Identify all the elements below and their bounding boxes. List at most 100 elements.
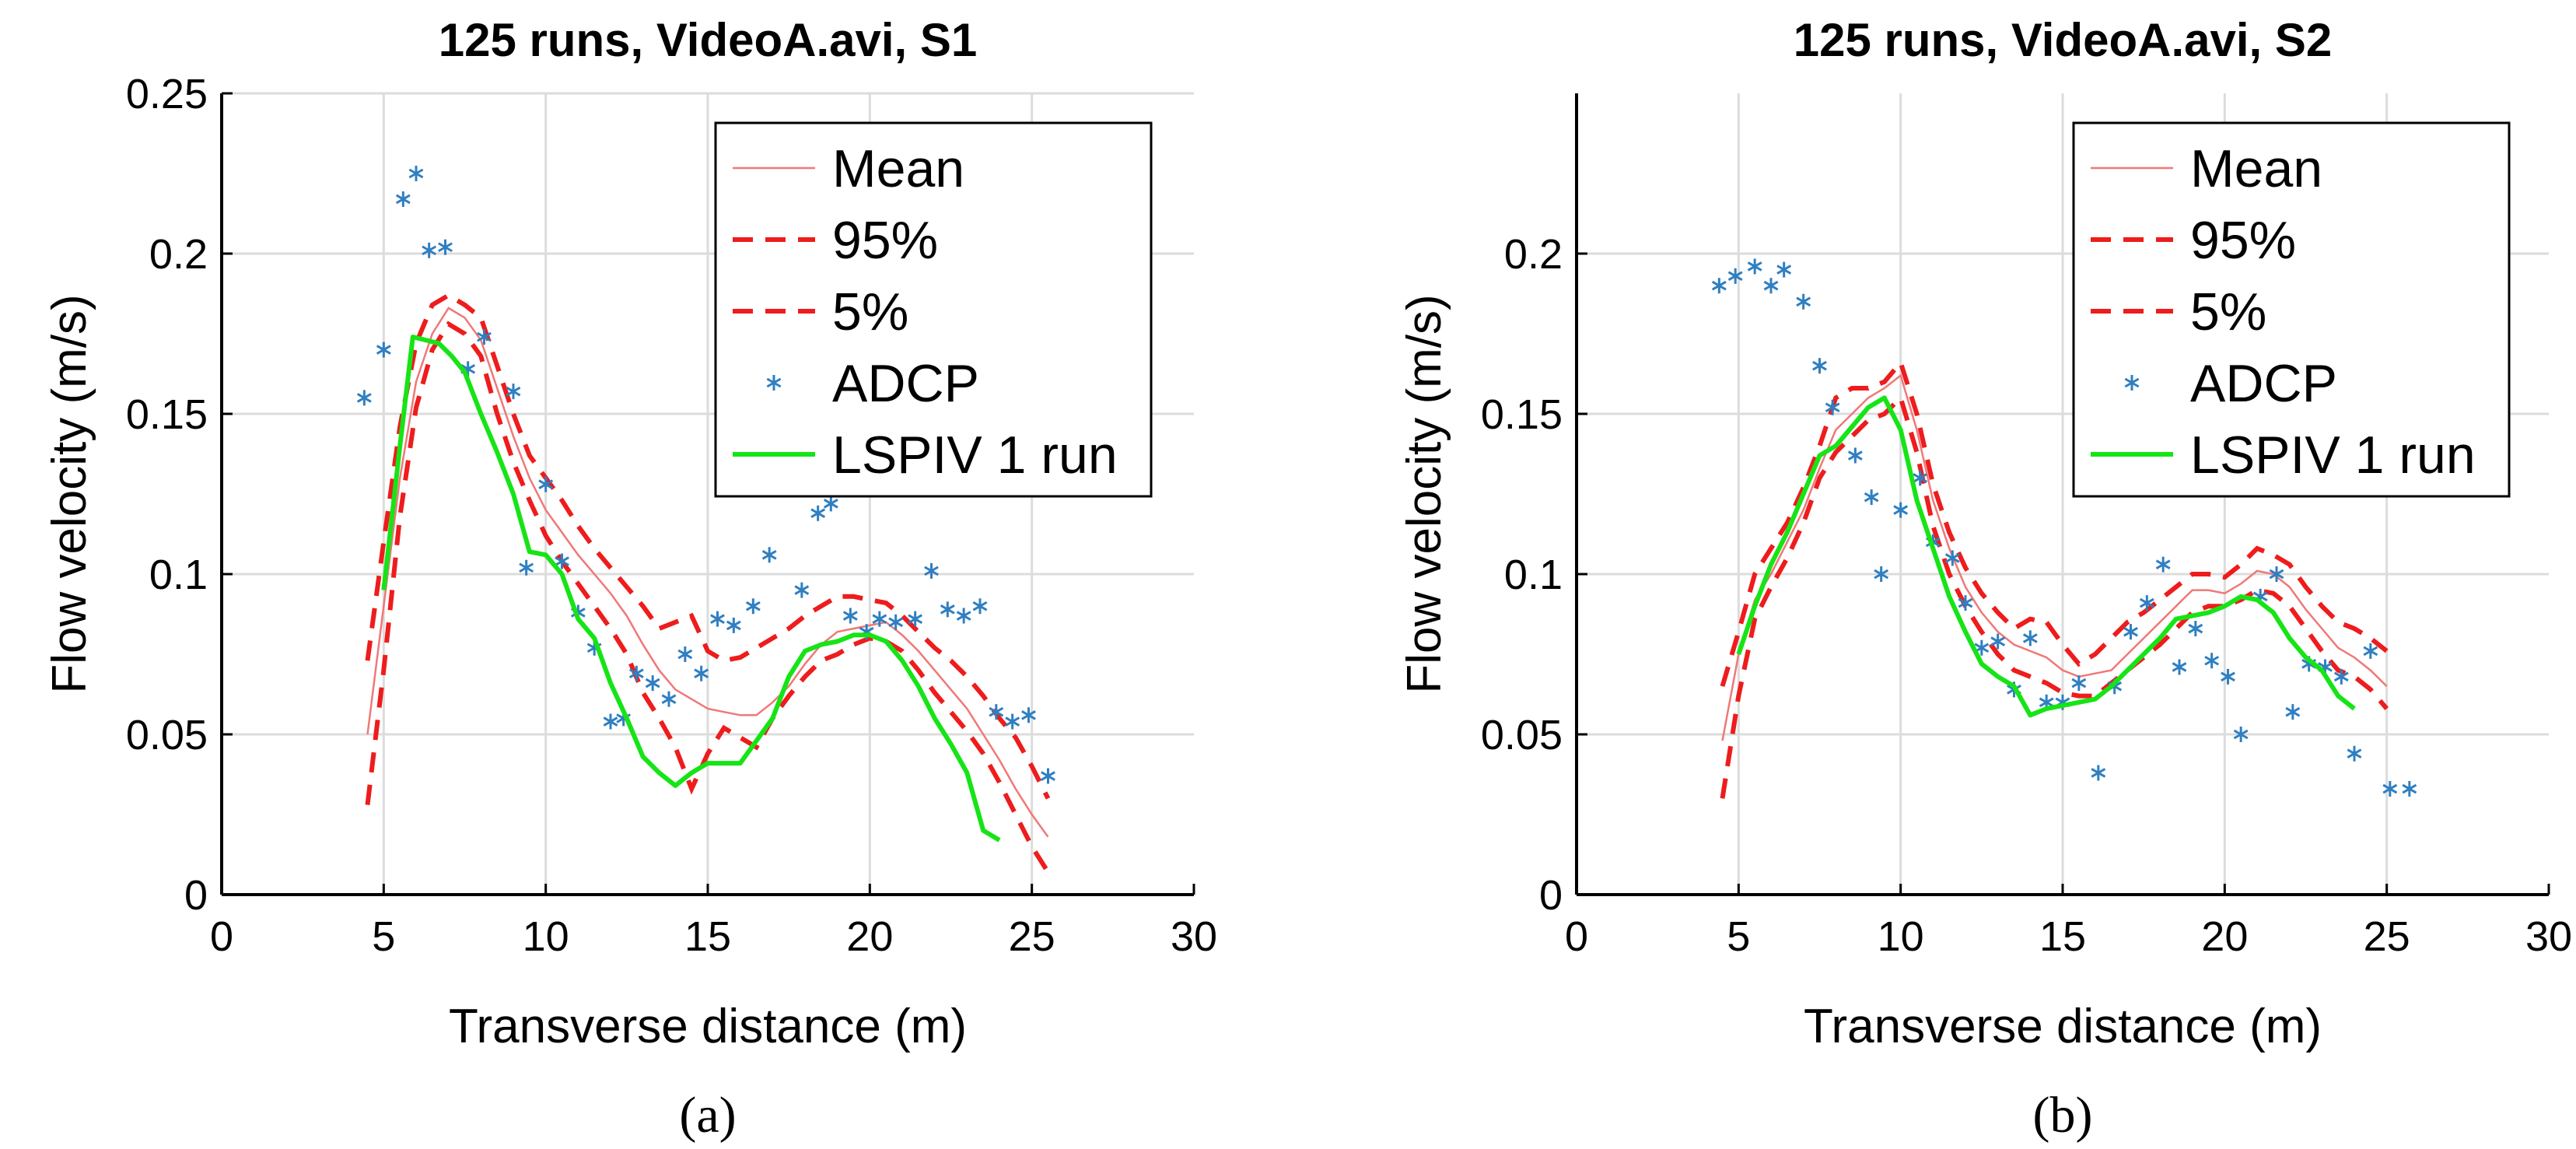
adcp-marker-stroke — [555, 553, 569, 569]
adcp-marker-stroke — [694, 665, 709, 681]
adcp-marker-stroke — [1847, 447, 1863, 464]
adcp-point — [628, 665, 644, 681]
adcp-point — [956, 608, 971, 624]
series-line-5 — [365, 321, 1051, 874]
adcp-marker-stroke — [1812, 358, 1827, 374]
legend-adcp-marker — [2124, 375, 2140, 391]
adcp-point — [1913, 470, 1928, 486]
adcp-point — [2402, 781, 2417, 797]
adcp-point — [519, 559, 534, 576]
adcp-marker-stroke — [408, 166, 424, 181]
adcp-point — [761, 547, 777, 563]
x-tick-label: 30 — [1171, 913, 1217, 960]
adcp-marker-stroke — [810, 505, 826, 521]
adcp-marker-stroke — [940, 601, 955, 618]
series-adcp — [1711, 258, 2417, 797]
adcp-marker-stroke — [1041, 768, 1055, 784]
adcp-point — [555, 553, 569, 569]
adcp-point — [477, 329, 492, 345]
adcp-marker-stroke — [823, 496, 838, 512]
x-tick-label: 5 — [372, 913, 395, 960]
adcp-marker-stroke — [924, 562, 939, 579]
adcp-marker-stroke — [603, 713, 618, 730]
y-tick-label: 0.1 — [1504, 552, 1563, 598]
adcp-marker-stroke — [2155, 556, 2171, 573]
adcp-point — [1776, 261, 1792, 278]
adcp-point — [2123, 624, 2138, 640]
adcp-marker-stroke — [972, 598, 988, 615]
adcp-marker-stroke — [888, 614, 904, 630]
x-tick-label: 20 — [2201, 913, 2248, 960]
adcp-point — [1796, 293, 1811, 310]
adcp-point — [506, 384, 521, 400]
legend-item: ADCP — [2124, 354, 2337, 413]
adcp-marker-stroke — [2139, 595, 2154, 611]
adcp-point — [2269, 566, 2284, 582]
legend-adcp-marker — [766, 375, 782, 391]
adcp-point — [1021, 707, 1036, 723]
legend-item: Mean — [2091, 139, 2322, 198]
adcp-point — [2221, 668, 2235, 685]
adcp-point — [661, 691, 677, 707]
legend-label: LSPIV 1 run — [2190, 426, 2476, 485]
x-tick-label: 25 — [2364, 913, 2410, 960]
adcp-marker-stroke — [2022, 630, 2038, 646]
adcp-marker-stroke — [1825, 399, 1840, 415]
adcp-marker-stroke — [1776, 261, 1792, 278]
adcp-point — [1727, 268, 1743, 284]
adcp-point — [940, 601, 955, 618]
adcp-point — [1864, 489, 1879, 506]
adcp-marker-stroke — [761, 547, 777, 563]
x-tick-label: 0 — [1565, 913, 1588, 960]
adcp-point — [395, 191, 411, 207]
x-tick-label: 15 — [2039, 913, 2086, 960]
adcp-point — [1944, 550, 1960, 566]
adcp-point — [694, 665, 709, 681]
adcp-marker-stroke — [661, 691, 677, 707]
adcp-point — [1763, 278, 1779, 294]
legend-item: LSPIV 1 run — [733, 426, 1118, 485]
adcp-marker-stroke — [1796, 293, 1811, 310]
panel-label: (b) — [2033, 1087, 2093, 1144]
adcp-point — [2172, 659, 2187, 675]
legend-item: 5% — [733, 282, 908, 342]
adcp-marker-stroke — [645, 675, 660, 692]
y-axis-label: Flow velocity (m/s) — [43, 294, 96, 693]
legend-box — [714, 121, 1153, 498]
legend-label: 5% — [832, 282, 908, 342]
y-tick-label: 0.05 — [1481, 712, 1563, 758]
adcp-marker-stroke — [956, 608, 971, 624]
adcp-marker-stroke — [2172, 659, 2187, 675]
legend: Mean 95% 5% ADCP LSPIV 1 run — [2072, 121, 2511, 498]
legend-label: 5% — [2190, 282, 2266, 342]
legend-item: ADCP — [766, 354, 979, 413]
adcp-marker-stroke — [2269, 566, 2284, 582]
adcp-point — [356, 390, 372, 406]
y-tick-label: 0.25 — [126, 71, 208, 117]
adcp-marker-stroke — [710, 611, 725, 627]
adcp-marker-stroke — [908, 611, 923, 627]
legend-item: LSPIV 1 run — [2091, 426, 2476, 485]
adcp-marker-stroke — [677, 646, 693, 662]
adcp-point — [2363, 643, 2378, 659]
adcp-point — [645, 675, 660, 692]
y-tick-label: 0.15 — [1481, 391, 1563, 438]
legend-item: 5% — [2091, 282, 2266, 342]
y-tick-label: 0 — [184, 872, 208, 919]
adcp-point — [1990, 633, 2006, 650]
adcp-point — [2347, 745, 2362, 762]
adcp-point — [872, 611, 887, 627]
adcp-marker-stroke — [2221, 668, 2235, 685]
x-axis-label: Transverse distance (m) — [449, 1000, 967, 1053]
legend-item: 95% — [733, 211, 938, 270]
adcp-marker-stroke — [766, 375, 782, 391]
x-tick-label: 30 — [2525, 913, 2572, 960]
x-tick-label: 20 — [846, 913, 893, 960]
adcp-point — [908, 611, 923, 627]
series-line-lspiv-1-run — [381, 335, 1001, 842]
adcp-point — [1847, 447, 1863, 464]
adcp-marker-stroke — [1958, 595, 1973, 611]
adcp-point — [1005, 713, 1020, 730]
adcp-point — [2155, 556, 2171, 573]
adcp-marker-stroke — [872, 611, 887, 627]
